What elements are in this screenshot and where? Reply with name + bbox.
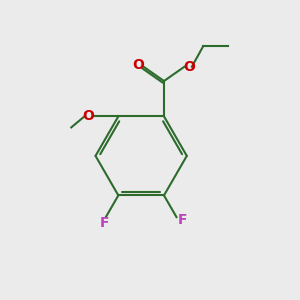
Text: O: O — [132, 58, 144, 72]
Text: F: F — [100, 216, 109, 230]
Text: O: O — [82, 110, 94, 123]
Text: F: F — [178, 213, 187, 227]
Text: O: O — [184, 60, 195, 74]
